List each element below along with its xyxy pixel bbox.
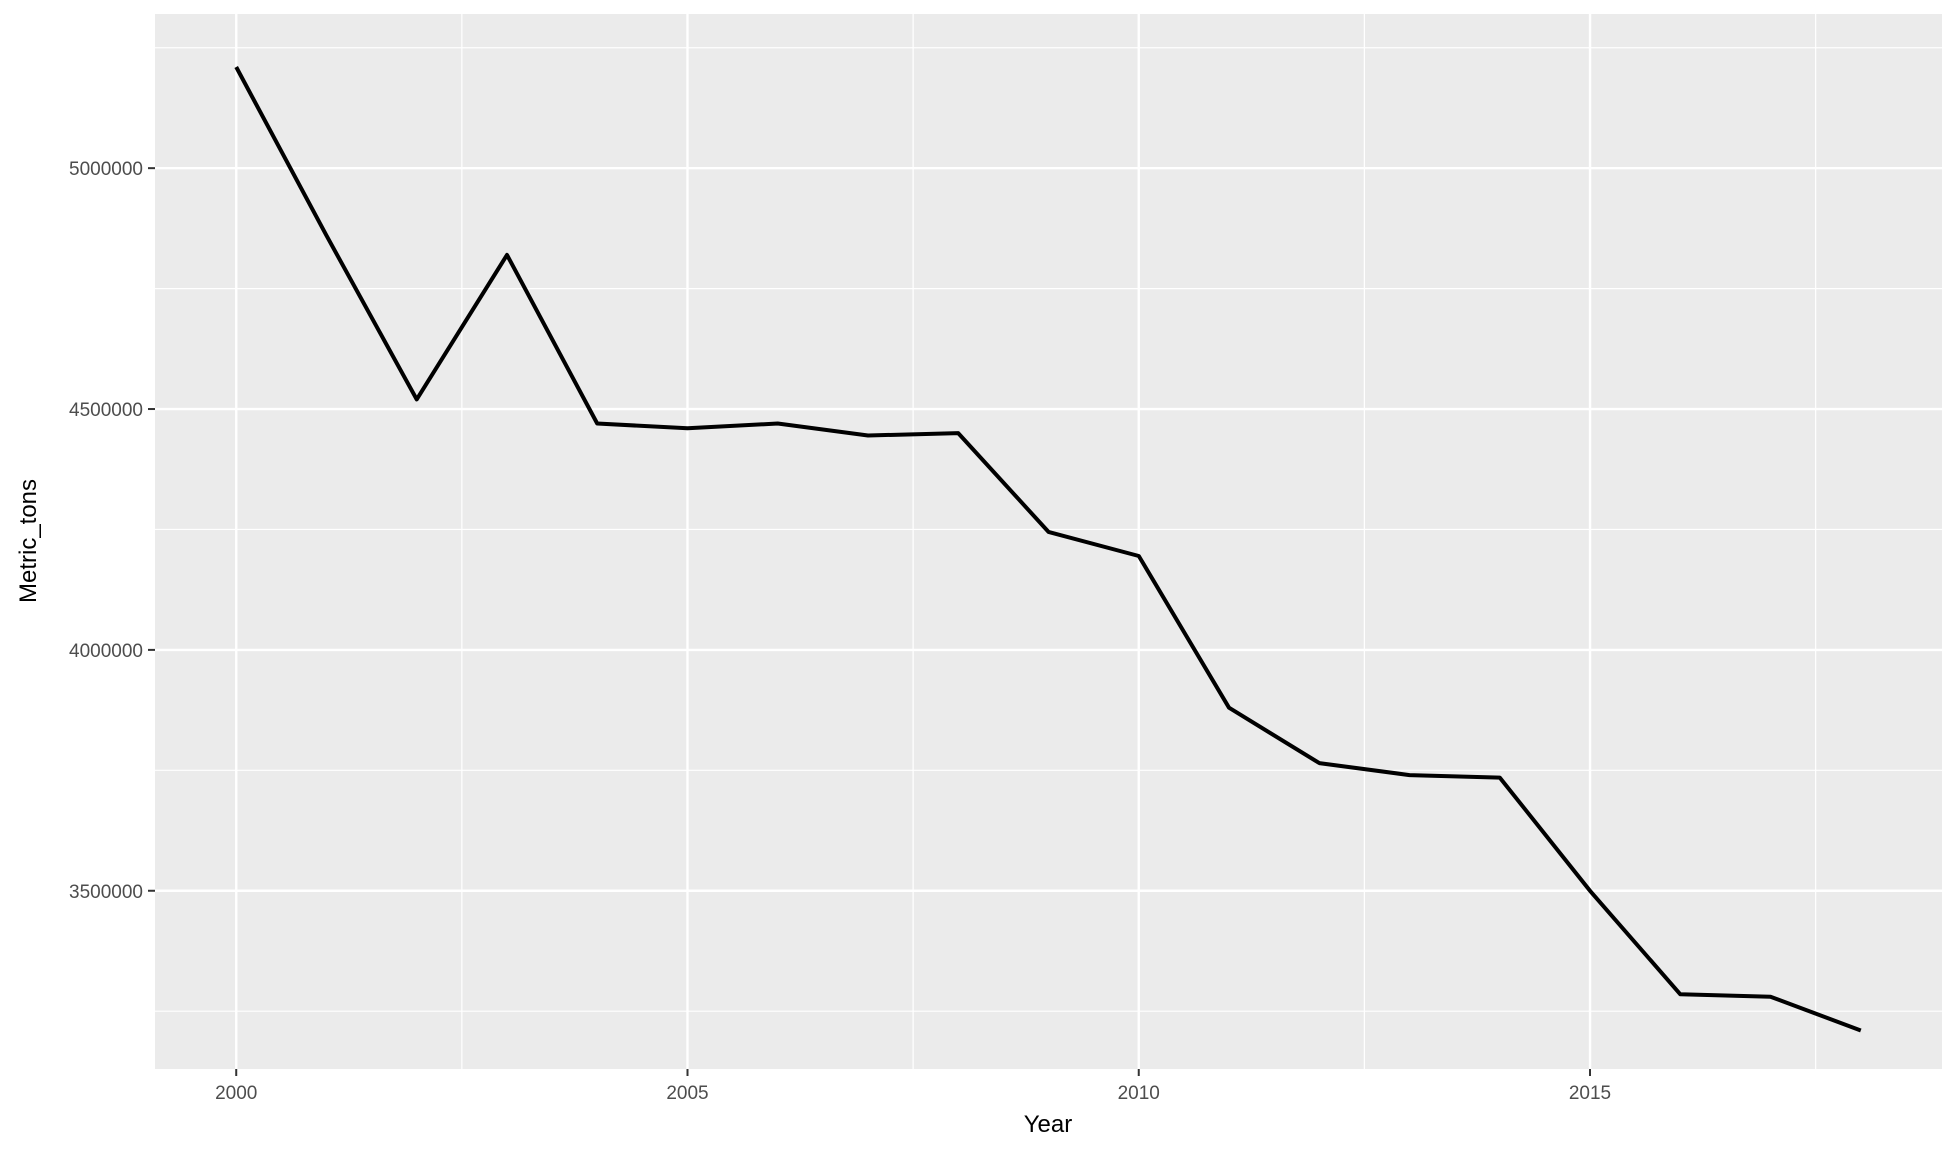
series-line <box>234 66 1862 1033</box>
x-tick-label: 2015 <box>1569 1083 1611 1104</box>
y-tick-label: 5000000 <box>69 159 143 180</box>
y-axis-title: Metric_tons <box>15 479 42 603</box>
y-axis: 3500000 4000000 4500000 5000000 <box>69 159 155 903</box>
y-tick-label: 4000000 <box>69 641 143 662</box>
minor-gridlines <box>155 14 1942 1069</box>
series-layer <box>234 66 1862 1033</box>
plot-panel <box>155 14 1942 1069</box>
x-tick-label: 2000 <box>215 1083 257 1104</box>
y-tick-label: 3500000 <box>69 882 143 903</box>
x-axis: 2000 2005 2010 2015 <box>215 1069 1611 1104</box>
y-tick-label: 4500000 <box>69 400 143 421</box>
x-tick-label: 2010 <box>1118 1083 1160 1104</box>
x-tick-label: 2005 <box>666 1083 708 1104</box>
x-axis-title: Year <box>1024 1111 1073 1138</box>
